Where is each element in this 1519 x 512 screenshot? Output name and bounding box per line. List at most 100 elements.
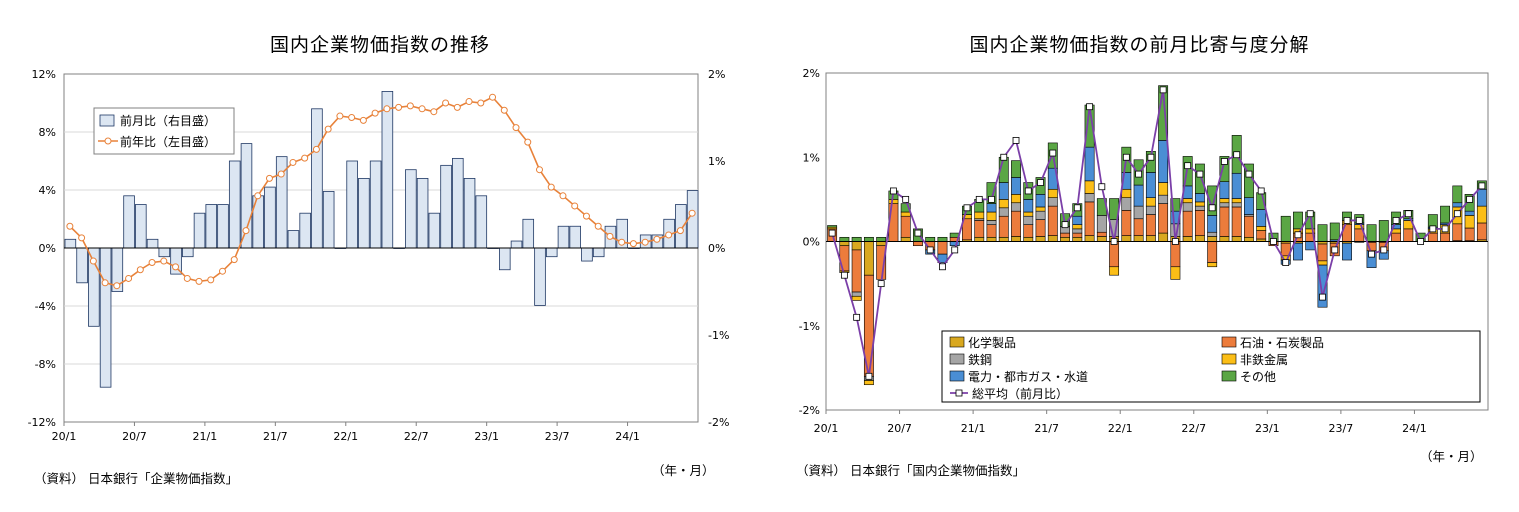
bar-mom <box>463 177 476 249</box>
legend-label: 鉄鋼 <box>968 352 992 367</box>
point-yoy <box>277 170 285 178</box>
point-total <box>1049 149 1057 157</box>
bar-segment <box>1427 232 1438 242</box>
legend-label-yoy: 前年比（左目盛） <box>120 134 216 149</box>
y-tick-label: 0% <box>803 236 820 249</box>
bar-segment <box>1047 205 1058 236</box>
bar-segment <box>937 253 948 263</box>
point-total <box>1073 204 1081 212</box>
x-tick-label: 22/1 <box>333 430 358 443</box>
bar-segment <box>986 211 997 221</box>
right-chart-panel: 国内企業物価指数の前月比寄与度分解 2% 1% 0% -1% -2% 20/1 20/7 21… <box>760 0 1519 512</box>
bar-mom <box>299 212 311 249</box>
x-tick-label: 22/7 <box>404 430 429 443</box>
bar-segment <box>1035 219 1046 237</box>
bar-mom <box>452 157 464 249</box>
bar-segment <box>1084 193 1095 203</box>
bar-mom <box>545 247 558 258</box>
legend-box <box>941 330 1481 403</box>
bar-segment <box>1060 232 1070 238</box>
point-yoy <box>136 266 144 274</box>
bar-segment <box>900 211 911 217</box>
y-tick-label: 2% <box>803 67 820 80</box>
point-total <box>890 187 897 195</box>
bar-segment <box>1403 228 1414 242</box>
bar-segment <box>888 199 899 204</box>
bar-segment <box>1317 243 1328 262</box>
point-yoy <box>477 99 485 107</box>
bar-segment <box>1170 266 1181 280</box>
point-total <box>1233 151 1241 159</box>
x-tick-label: 24/1 <box>615 430 640 443</box>
bar-segment <box>1194 193 1205 203</box>
bar-segment <box>1011 236 1021 242</box>
bar-segment <box>1145 205 1156 215</box>
bar-mom <box>557 225 570 249</box>
bar-segment <box>1244 236 1254 242</box>
bar-mom <box>146 238 159 249</box>
y-left-tick-label: 4% <box>39 184 56 197</box>
bar-segment <box>1464 210 1475 216</box>
bar-mom <box>193 212 206 249</box>
point-yoy <box>512 124 520 132</box>
bar-segment <box>974 211 985 220</box>
bar-segment <box>1060 236 1070 242</box>
point-total <box>1343 217 1351 224</box>
bar-segment <box>1121 235 1132 242</box>
point-yoy <box>312 145 320 153</box>
bar-mom <box>499 247 511 271</box>
bar-segment <box>913 241 923 247</box>
bar-segment <box>1194 210 1205 236</box>
right-chart-svg: 2% 1% 0% -1% -2% 20/1 20/7 21/1 21/7 22/1 22/7 23/1… <box>799 67 1489 435</box>
bar-segment <box>1084 201 1095 236</box>
bar-segment <box>1440 232 1451 242</box>
bar-segment <box>1452 202 1463 208</box>
bar-segment <box>1133 205 1144 220</box>
y-tick-label: -1% <box>799 320 820 333</box>
point-total <box>1061 221 1069 229</box>
bar-mom <box>381 91 394 249</box>
bar-segment <box>851 249 862 293</box>
point-yoy <box>89 257 97 265</box>
bar-segment <box>1476 205 1487 224</box>
point-yoy <box>324 125 332 133</box>
point-total <box>840 271 848 279</box>
bar-segment <box>1170 241 1181 268</box>
point-total <box>1110 238 1118 245</box>
point-yoy <box>489 93 497 101</box>
point-total <box>1122 153 1130 161</box>
point-total <box>1270 238 1277 245</box>
bar-segment <box>1011 194 1021 204</box>
point-total <box>1319 293 1326 301</box>
bar-segment <box>937 236 948 242</box>
bar-segment <box>1391 232 1401 242</box>
bar-segment <box>986 236 997 242</box>
bar-segment <box>1476 188 1487 207</box>
point-yoy <box>395 103 403 111</box>
bar-segment <box>1244 197 1254 215</box>
bar-segment <box>1109 241 1120 268</box>
bar-segment <box>1084 146 1095 182</box>
bar-mom <box>76 247 88 284</box>
bar-segment <box>863 380 874 386</box>
bar-segment <box>998 199 1009 209</box>
bar-segment <box>1035 210 1046 220</box>
point-total <box>1404 210 1412 218</box>
point-total <box>1012 136 1020 144</box>
x-tick-label: 23/7 <box>1329 422 1354 435</box>
bar-segment <box>986 203 997 213</box>
point-total <box>1331 246 1339 254</box>
bar-segment <box>1219 156 1230 182</box>
point-total <box>1453 210 1461 218</box>
bar-segment <box>1244 215 1254 238</box>
point-total <box>877 280 885 288</box>
bar-segment <box>1280 215 1291 242</box>
point-total <box>1380 246 1388 254</box>
legend-swatch <box>949 336 965 348</box>
bar-mom <box>99 247 112 388</box>
bar-segment <box>1023 199 1034 213</box>
point-yoy <box>465 98 473 106</box>
point-yoy <box>536 166 543 174</box>
right-chart-source: （資料） 日本銀行「国内企業物価指数」 <box>796 463 1025 478</box>
bar-segment <box>998 215 1009 238</box>
